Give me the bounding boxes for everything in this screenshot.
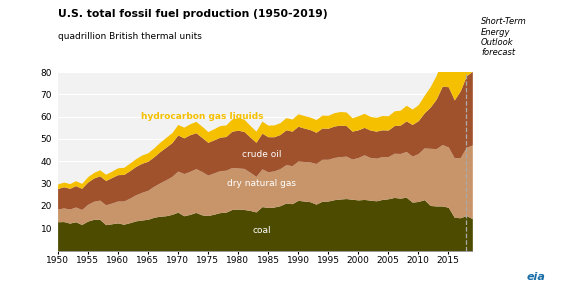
Text: quadrillion British thermal units: quadrillion British thermal units [58,32,202,41]
Text: Short-Term
Energy
Outlook
forecast: Short-Term Energy Outlook forecast [481,17,526,58]
Text: U.S. total fossil fuel production (1950-2019): U.S. total fossil fuel production (1950-… [58,9,327,19]
Text: dry natural gas: dry natural gas [228,179,297,188]
Text: eia: eia [527,272,546,282]
Text: hydrocarbon gas liquids: hydrocarbon gas liquids [141,112,263,121]
Text: coal: coal [253,226,271,235]
Text: crude oil: crude oil [242,150,282,159]
